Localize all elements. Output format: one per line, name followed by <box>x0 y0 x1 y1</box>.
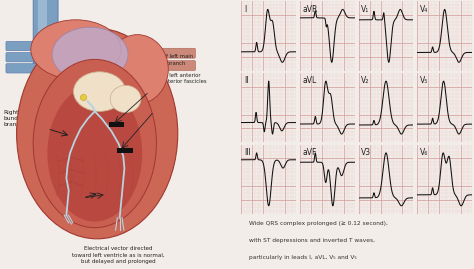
FancyBboxPatch shape <box>6 63 39 73</box>
FancyBboxPatch shape <box>155 48 196 58</box>
Bar <box>118 148 133 153</box>
Text: V₁: V₁ <box>361 5 370 13</box>
Ellipse shape <box>73 72 126 111</box>
Text: with ST depressions and inverted T waves,: with ST depressions and inverted T waves… <box>249 238 375 243</box>
FancyBboxPatch shape <box>38 0 47 121</box>
Ellipse shape <box>52 27 128 82</box>
Text: V₆: V₆ <box>420 148 428 157</box>
Text: Block of left main
bundle branch
or
block of left anterior
and posterior fascicl: Block of left main bundle branch or bloc… <box>147 54 207 84</box>
Text: V₅: V₅ <box>420 76 428 85</box>
FancyBboxPatch shape <box>6 52 39 62</box>
Text: aVL: aVL <box>303 76 317 85</box>
Ellipse shape <box>17 29 178 239</box>
Bar <box>109 122 124 128</box>
Text: Right
bundle
branch: Right bundle branch <box>4 110 24 128</box>
Text: V₄: V₄ <box>420 5 428 13</box>
Text: particularly in leads I, aVL, V₅ and V₅: particularly in leads I, aVL, V₅ and V₅ <box>249 255 356 260</box>
Text: aVF: aVF <box>303 148 317 157</box>
Text: Electrical vector directed
toward left ventricle as is normal,
but delayed and p: Electrical vector directed toward left v… <box>72 246 165 264</box>
Text: III: III <box>244 148 251 157</box>
FancyBboxPatch shape <box>33 0 58 122</box>
Ellipse shape <box>47 85 142 221</box>
FancyBboxPatch shape <box>6 41 39 51</box>
Text: aVR: aVR <box>303 5 318 13</box>
Ellipse shape <box>33 59 156 228</box>
Text: V3: V3 <box>361 148 372 157</box>
Ellipse shape <box>31 20 121 79</box>
Text: II: II <box>244 76 248 85</box>
Ellipse shape <box>107 35 168 104</box>
Text: I: I <box>244 5 246 13</box>
FancyBboxPatch shape <box>155 61 196 70</box>
Text: Wide QRS complex prolonged (≥ 0.12 second),: Wide QRS complex prolonged (≥ 0.12 secon… <box>249 221 388 226</box>
Ellipse shape <box>110 85 141 113</box>
Text: V₂: V₂ <box>361 76 370 85</box>
